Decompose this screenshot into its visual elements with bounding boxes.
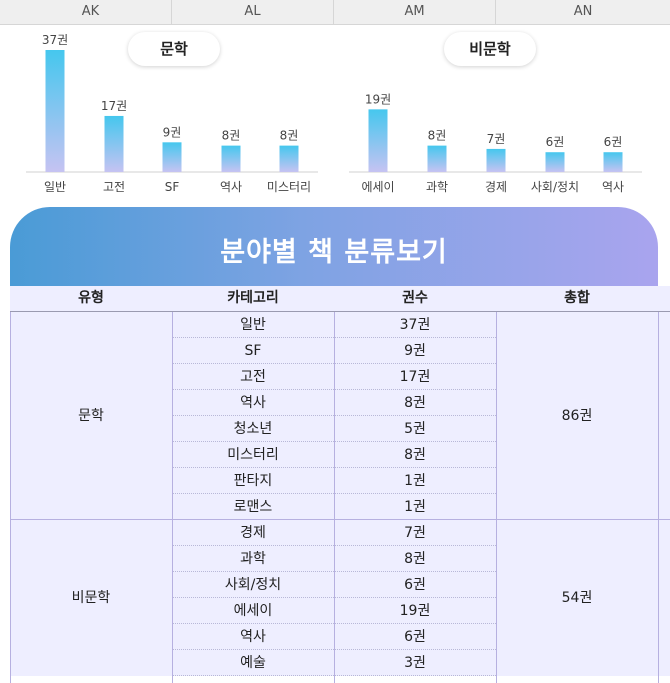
- chart-bar[interactable]: [427, 145, 447, 172]
- cell-count[interactable]: 37권: [334, 312, 496, 338]
- cell-category[interactable]: 에세이: [172, 598, 334, 624]
- bar-category-label: 일반: [44, 180, 66, 194]
- cell-count[interactable]: 3권: [334, 650, 496, 676]
- bar-value-label: 7권: [487, 132, 506, 146]
- column-header-an[interactable]: AN: [573, 4, 593, 19]
- bar-value-label: 6권: [604, 135, 623, 149]
- column-header-ak[interactable]: AK: [10, 0, 172, 24]
- group-background: [10, 520, 670, 676]
- cell-count[interactable]: 8권: [334, 390, 496, 416]
- cell-category[interactable]: SF: [172, 338, 334, 364]
- bar-value-label: 6권: [546, 135, 565, 149]
- banner-title: 분야별 책 분류보기: [220, 237, 448, 268]
- cell-count[interactable]: 1권: [334, 494, 496, 520]
- bar-category-label: 미스터리: [267, 180, 311, 194]
- chart-bar[interactable]: [45, 50, 65, 172]
- column-divider: [10, 312, 11, 683]
- bar-value-label: 8권: [222, 129, 241, 143]
- header-count: 권수: [402, 290, 428, 306]
- title-banner: 분야별 책 분류보기: [10, 207, 658, 287]
- chart-bar[interactable]: [368, 109, 388, 172]
- cell-category[interactable]: 판타지: [172, 468, 334, 494]
- cell-count[interactable]: 5권: [334, 416, 496, 442]
- cell-category[interactable]: 일반: [172, 312, 334, 338]
- bar-value-label: 8권: [280, 129, 299, 143]
- cell-count[interactable]: 7권: [334, 520, 496, 546]
- column-header-bar: AK AL AM AN: [0, 0, 670, 25]
- column-header-am[interactable]: AM: [334, 0, 496, 24]
- chart-bar[interactable]: [603, 152, 623, 172]
- cell-count[interactable]: 17권: [334, 364, 496, 390]
- cell-type[interactable]: 문학: [78, 408, 104, 424]
- cell-category[interactable]: 예술: [172, 650, 334, 676]
- bar-value-label: 8권: [428, 129, 447, 143]
- chart-bar[interactable]: [486, 148, 506, 172]
- cell-category[interactable]: 청소년: [172, 416, 334, 442]
- bar-category-label: 역사: [220, 180, 242, 194]
- header-type: 유형: [78, 290, 104, 306]
- bar-category-label: 과학: [426, 180, 448, 194]
- bar-category-label: SF: [165, 180, 180, 194]
- group-divider: [10, 519, 670, 520]
- table-header-row: 유형 카테고리 권수 총합: [10, 286, 670, 312]
- cell-type[interactable]: 비문학: [71, 590, 111, 606]
- column-divider: [658, 312, 659, 683]
- header-category: 카테고리: [227, 290, 279, 306]
- cell-category[interactable]: 역사: [172, 390, 334, 416]
- cell-category[interactable]: 경제: [172, 520, 334, 546]
- header-total: 총합: [564, 290, 590, 306]
- bar-category-label: 경제: [485, 180, 507, 194]
- cell-category[interactable]: 사회/정치: [172, 572, 334, 598]
- cell-count[interactable]: 1권: [334, 468, 496, 494]
- cell-count[interactable]: 6권: [334, 572, 496, 598]
- cell-count[interactable]: 6권: [334, 624, 496, 650]
- cell-category[interactable]: 미스터리: [172, 442, 334, 468]
- column-divider: [334, 312, 335, 683]
- cell-category[interactable]: 고전: [172, 364, 334, 390]
- bar-value-label: 17권: [101, 99, 127, 113]
- cell-category[interactable]: 로맨스: [172, 494, 334, 520]
- chart-bar[interactable]: [104, 115, 124, 172]
- cell-total[interactable]: 54권: [561, 590, 593, 606]
- bar-category-label: 역사: [602, 180, 624, 194]
- nonfiction-pill: 비문학: [444, 32, 536, 66]
- cell-count[interactable]: 8권: [334, 442, 496, 468]
- column-header-al[interactable]: AL: [172, 0, 334, 24]
- cell-count[interactable]: 8권: [334, 546, 496, 572]
- cell-category[interactable]: 역사: [172, 624, 334, 650]
- column-divider: [172, 312, 173, 683]
- column-divider: [496, 312, 497, 683]
- chart-bar[interactable]: [221, 145, 241, 172]
- bar-category-label: 사회/정치: [531, 180, 579, 194]
- bar-value-label: 37권: [42, 33, 68, 47]
- cell-total[interactable]: 86권: [561, 408, 593, 424]
- bar-category-label: 고전: [103, 180, 125, 194]
- bar-value-label: 19권: [365, 92, 391, 106]
- chart-bar[interactable]: [279, 145, 299, 172]
- literature-pill: 문학: [128, 32, 220, 66]
- bar-category-label: 에세이: [361, 180, 394, 194]
- cell-count[interactable]: 19권: [334, 598, 496, 624]
- group-background: [10, 312, 670, 520]
- bar-value-label: 9권: [163, 125, 182, 139]
- cell-count[interactable]: 9권: [334, 338, 496, 364]
- cell-category[interactable]: 과학: [172, 546, 334, 572]
- chart-bar[interactable]: [545, 152, 565, 172]
- chart-bar[interactable]: [162, 142, 182, 172]
